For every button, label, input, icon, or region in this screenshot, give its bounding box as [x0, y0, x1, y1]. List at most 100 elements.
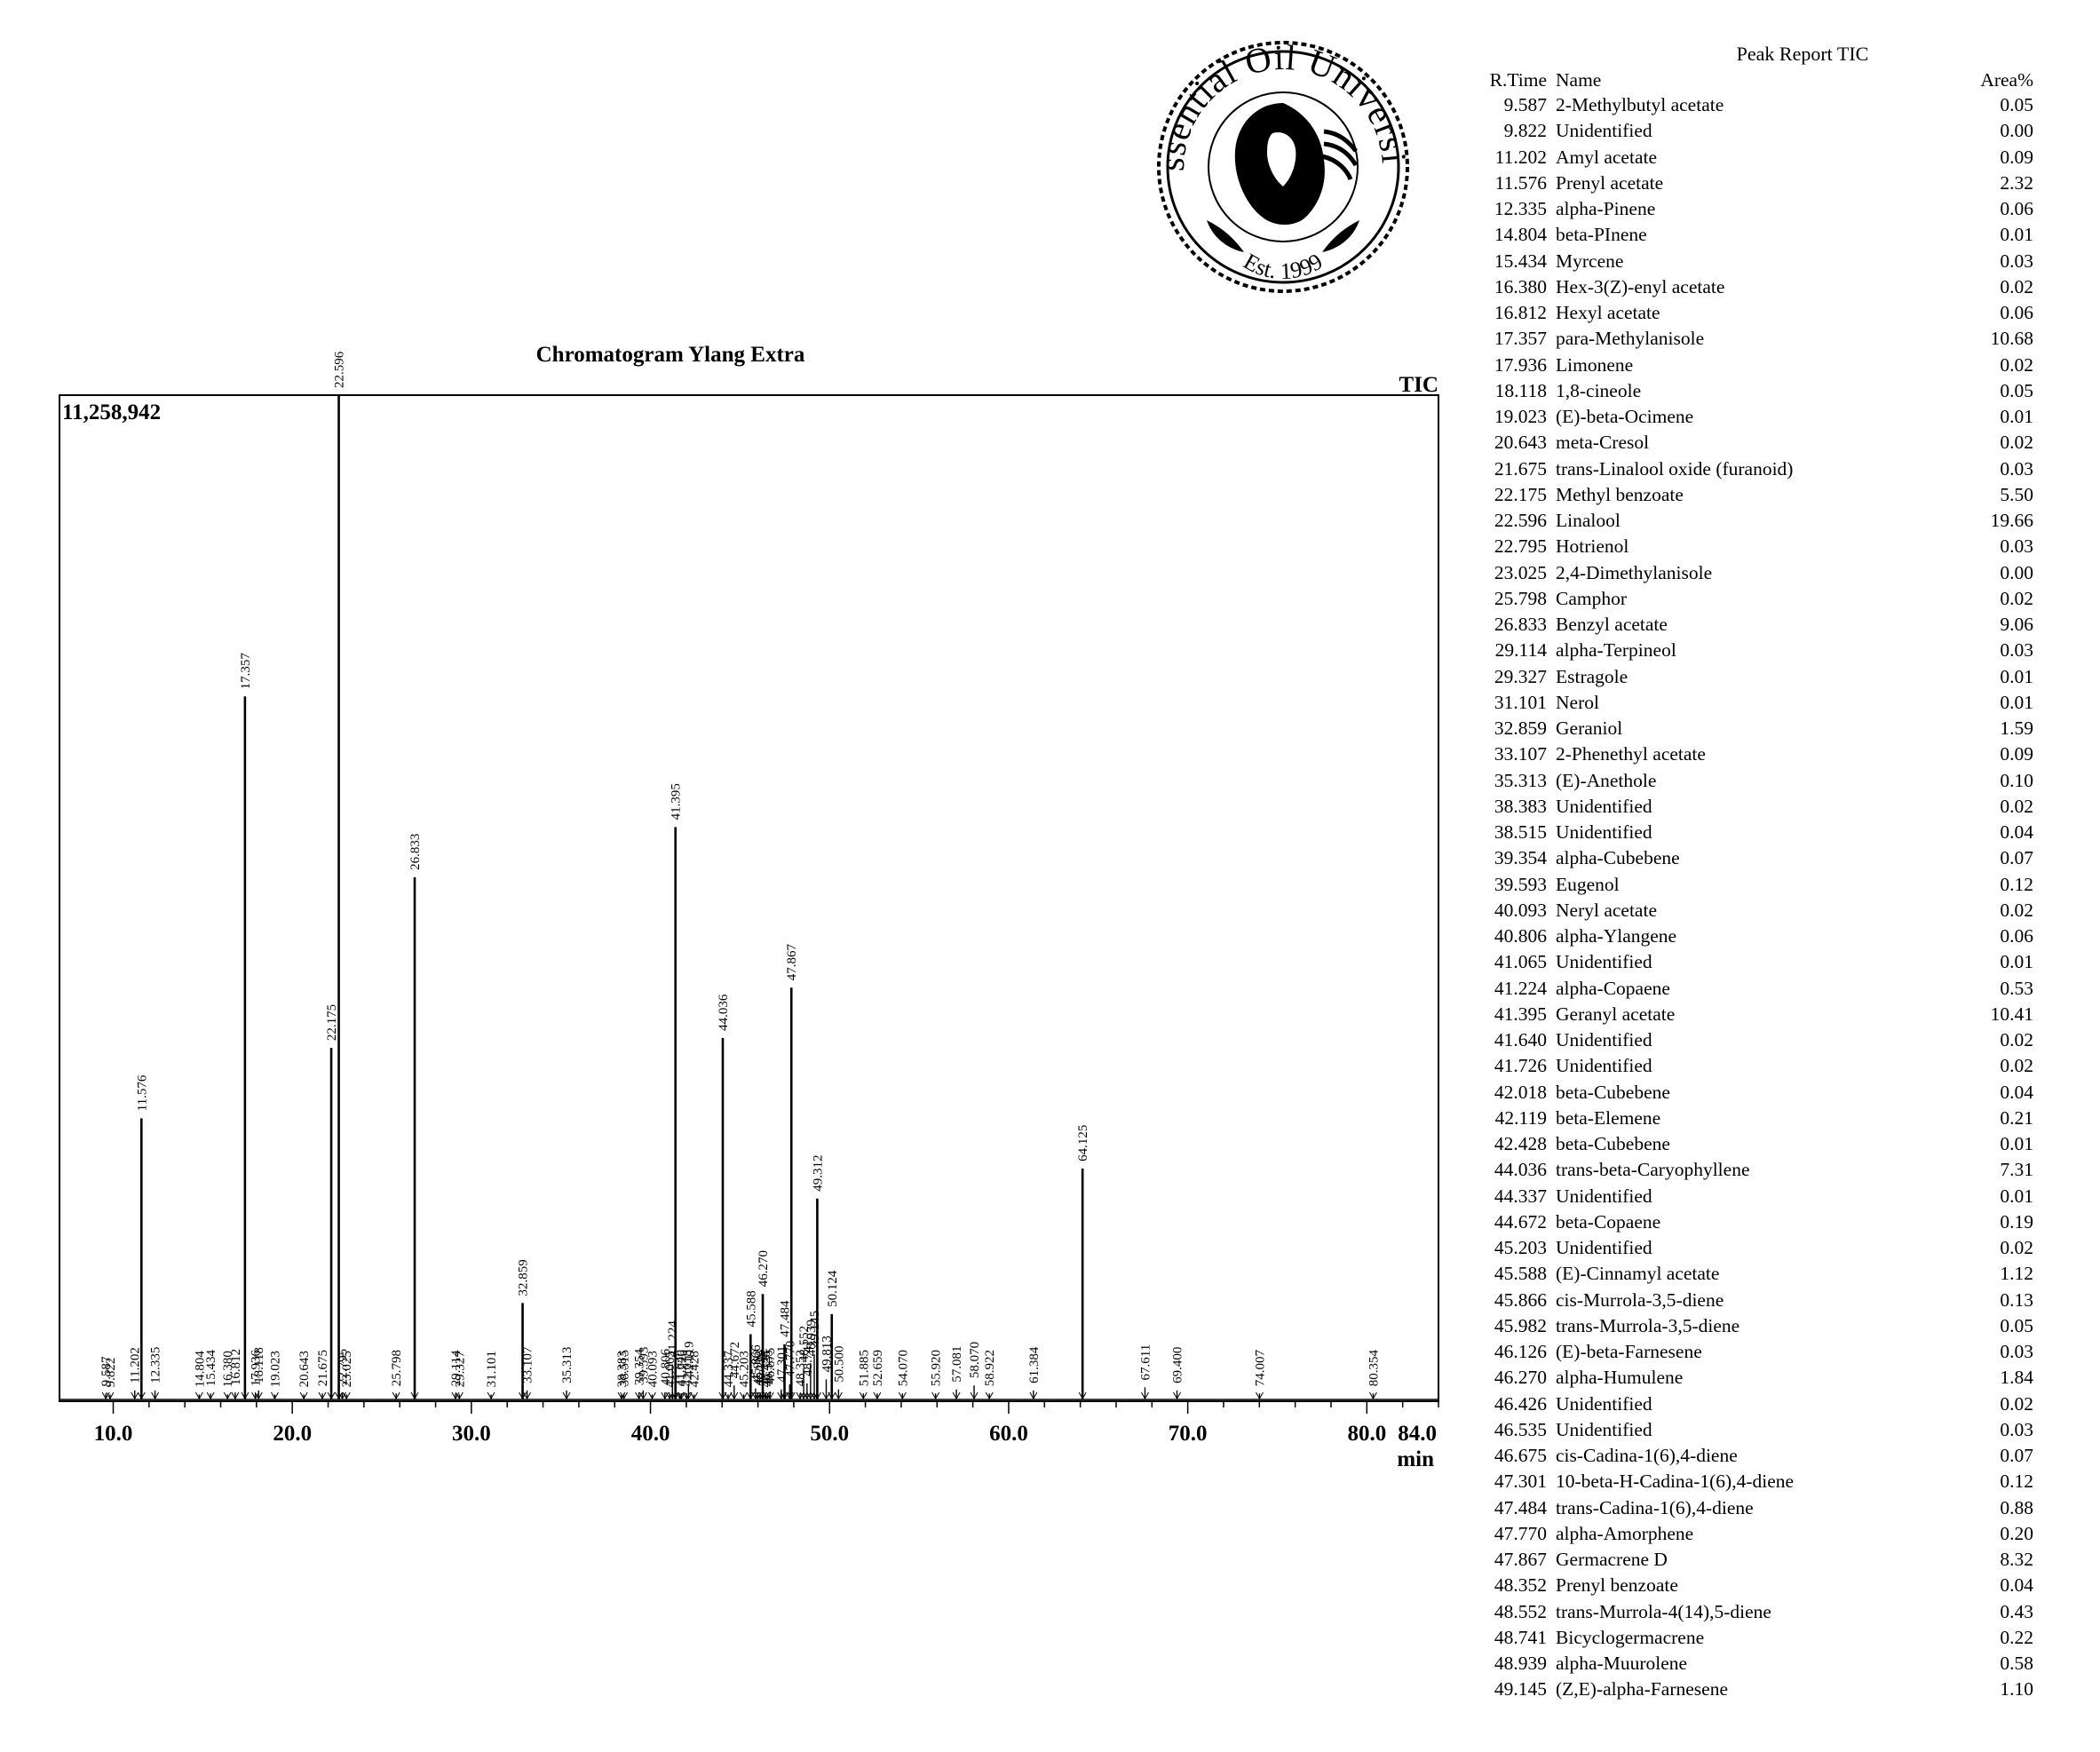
chart-title: Chromatogram Ylang Extra — [536, 343, 805, 367]
row-name: (E)-beta-Farnesene — [1556, 1341, 1702, 1362]
row-rtime: 25.798 — [1494, 587, 1547, 609]
row-area: 8.32 — [2000, 1549, 2033, 1570]
row-rtime: 11.576 — [1494, 171, 1547, 194]
row-rtime: 46.126 — [1494, 1341, 1547, 1362]
peak-integration-mark — [299, 1391, 308, 1400]
peak-label: 51.885 — [857, 1350, 871, 1386]
peak-label: 69.400 — [1171, 1347, 1185, 1383]
row-area: 0.21 — [2000, 1106, 2033, 1129]
row-area: 0.00 — [2000, 561, 2033, 583]
peak-report-row: 47.770 alpha-Amorphene 0.20 — [1465, 1521, 2033, 1547]
row-area: 0.01 — [2000, 665, 2033, 687]
row-name: alpha-Copaene — [1556, 977, 1670, 999]
peak-label: 58.922 — [983, 1350, 997, 1386]
row-rtime: 39.354 — [1494, 847, 1547, 869]
row-area: 0.58 — [2000, 1653, 2033, 1674]
row-name: 2-Phenethyl acetate — [1556, 743, 1706, 765]
peak-label: 41.065 — [663, 1351, 678, 1387]
peak-report-row: 48.352 Prenyl benzoate 0.04 — [1465, 1573, 2033, 1598]
row-rtime: 45.982 — [1494, 1314, 1547, 1336]
seal-leaf-right-icon — [1322, 220, 1359, 252]
peak-label: 55.920 — [930, 1350, 944, 1386]
peak-report-row: 48.552 trans-Murrola-4(14),5-diene 0.43 — [1465, 1599, 2033, 1625]
row-area: 0.02 — [2000, 1237, 2033, 1258]
peak-integration-mark — [410, 1391, 419, 1400]
row-area: 0.13 — [2000, 1288, 2033, 1311]
peak-integration-mark — [194, 1391, 203, 1400]
peak-label: 11.576 — [135, 1074, 149, 1111]
row-name: Unidentified — [1556, 1055, 1652, 1077]
row-rtime: 45.203 — [1494, 1237, 1547, 1258]
peak-integration-mark — [620, 1391, 629, 1400]
peak-label: 40.093 — [646, 1351, 660, 1387]
row-area: 0.22 — [2000, 1626, 2033, 1648]
seal-portrait-icon — [1234, 103, 1359, 225]
row-rtime: 46.270 — [1494, 1367, 1547, 1389]
row-rtime: 48.939 — [1494, 1653, 1547, 1674]
row-name: alpha-Humulene — [1556, 1367, 1684, 1389]
peak-integration-mark — [342, 1391, 351, 1400]
row-rtime: 44.672 — [1494, 1210, 1547, 1233]
peak-label: 46.426 — [759, 1351, 773, 1388]
peak-report-row: 41.640 Unidentified 0.02 — [1465, 1027, 2033, 1053]
row-area: 0.01 — [2000, 406, 2033, 427]
peak-integration-mark — [724, 1391, 733, 1400]
peak-report-row: 35.313 (E)-Anethole 0.10 — [1465, 768, 2033, 794]
peak-label: 38.383 — [615, 1351, 630, 1387]
peak-integration-mark — [338, 1391, 347, 1400]
peak-label: 48.352 — [794, 1350, 808, 1386]
row-name: 2-Methylbutyl acetate — [1556, 94, 1724, 115]
peak-label: 22.795 — [337, 1349, 351, 1385]
row-name: Hotrienol — [1556, 535, 1629, 558]
row-rtime: 41.224 — [1494, 977, 1547, 999]
peak-integration-mark — [787, 1391, 796, 1400]
peak-label: 39.593 — [637, 1347, 651, 1383]
peak-label: 11.202 — [129, 1347, 143, 1383]
peak-label: 80.354 — [1367, 1349, 1381, 1386]
row-rtime: 45.866 — [1494, 1288, 1547, 1311]
row-name: para-Methylanisole — [1556, 328, 1705, 350]
row-rtime: 47.867 — [1494, 1549, 1547, 1570]
header-area: Area% — [1980, 69, 2033, 91]
row-rtime: 48.741 — [1494, 1626, 1547, 1648]
row-rtime: 11.202 — [1494, 146, 1547, 168]
row-area: 7.31 — [2000, 1159, 2033, 1181]
row-rtime: 46.675 — [1494, 1445, 1547, 1466]
x-tick-label: 70.0 — [1169, 1422, 1208, 1446]
row-area: 1.59 — [2000, 717, 2033, 739]
row-name: Amyl acetate — [1556, 146, 1658, 168]
peak-report-row: 46.426 Unidentified 0.02 — [1465, 1391, 2033, 1417]
row-rtime: 17.936 — [1494, 353, 1547, 376]
peak-report-row: 17.357 para-Methylanisole 10.68 — [1465, 326, 2033, 352]
row-name: trans-beta-Caryophyllene — [1556, 1159, 1750, 1181]
peak-report-row: 39.354 alpha-Cubebene 0.07 — [1465, 845, 2033, 871]
peak-report-row: 22.175 Methyl benzoate 5.50 — [1465, 482, 2033, 508]
row-name: alpha-Cubebene — [1556, 847, 1680, 869]
row-rtime: 47.484 — [1494, 1496, 1547, 1518]
peak-label: 45.866 — [749, 1344, 764, 1382]
peak-report-row: 22.795 Hotrienol 0.03 — [1465, 534, 2033, 559]
peak-report-row: 42.428 beta-Cubebene 0.01 — [1465, 1131, 2033, 1157]
row-name: Unidentified — [1556, 795, 1652, 817]
x-tick-label: 20.0 — [273, 1422, 312, 1446]
row-area: 0.12 — [2000, 873, 2033, 895]
peak-label: 50.500 — [832, 1345, 846, 1382]
peak-integration-mark — [676, 1391, 685, 1400]
peak-report-title: Peak Report TIC — [1736, 43, 1869, 65]
peak-integration-mark — [151, 1391, 160, 1400]
row-rtime: 47.770 — [1494, 1522, 1547, 1544]
peak-integration-mark — [223, 1391, 232, 1400]
row-area: 0.06 — [2000, 198, 2033, 219]
peak-label: 25.798 — [390, 1350, 404, 1386]
peak-report-row: 38.383 Unidentified 0.02 — [1465, 794, 2033, 820]
x-axis: 10.0 20.0 30.0 40.0 50.0 60.0 70.0 80.0 84.0 — [94, 1401, 1439, 1446]
peak-label: 17.357 — [239, 653, 253, 690]
peak-label: 45.588 — [744, 1290, 758, 1327]
peak-report-row: 9.822 Unidentified 0.00 — [1465, 118, 2033, 144]
row-rtime: 41.640 — [1494, 1029, 1547, 1050]
detector-label: TIC — [1399, 373, 1438, 397]
header-rtime: R.Time — [1489, 69, 1547, 91]
row-rtime: 41.395 — [1494, 1003, 1547, 1025]
peak-label: 23.025 — [340, 1351, 354, 1387]
row-rtime: 46.426 — [1494, 1392, 1547, 1415]
